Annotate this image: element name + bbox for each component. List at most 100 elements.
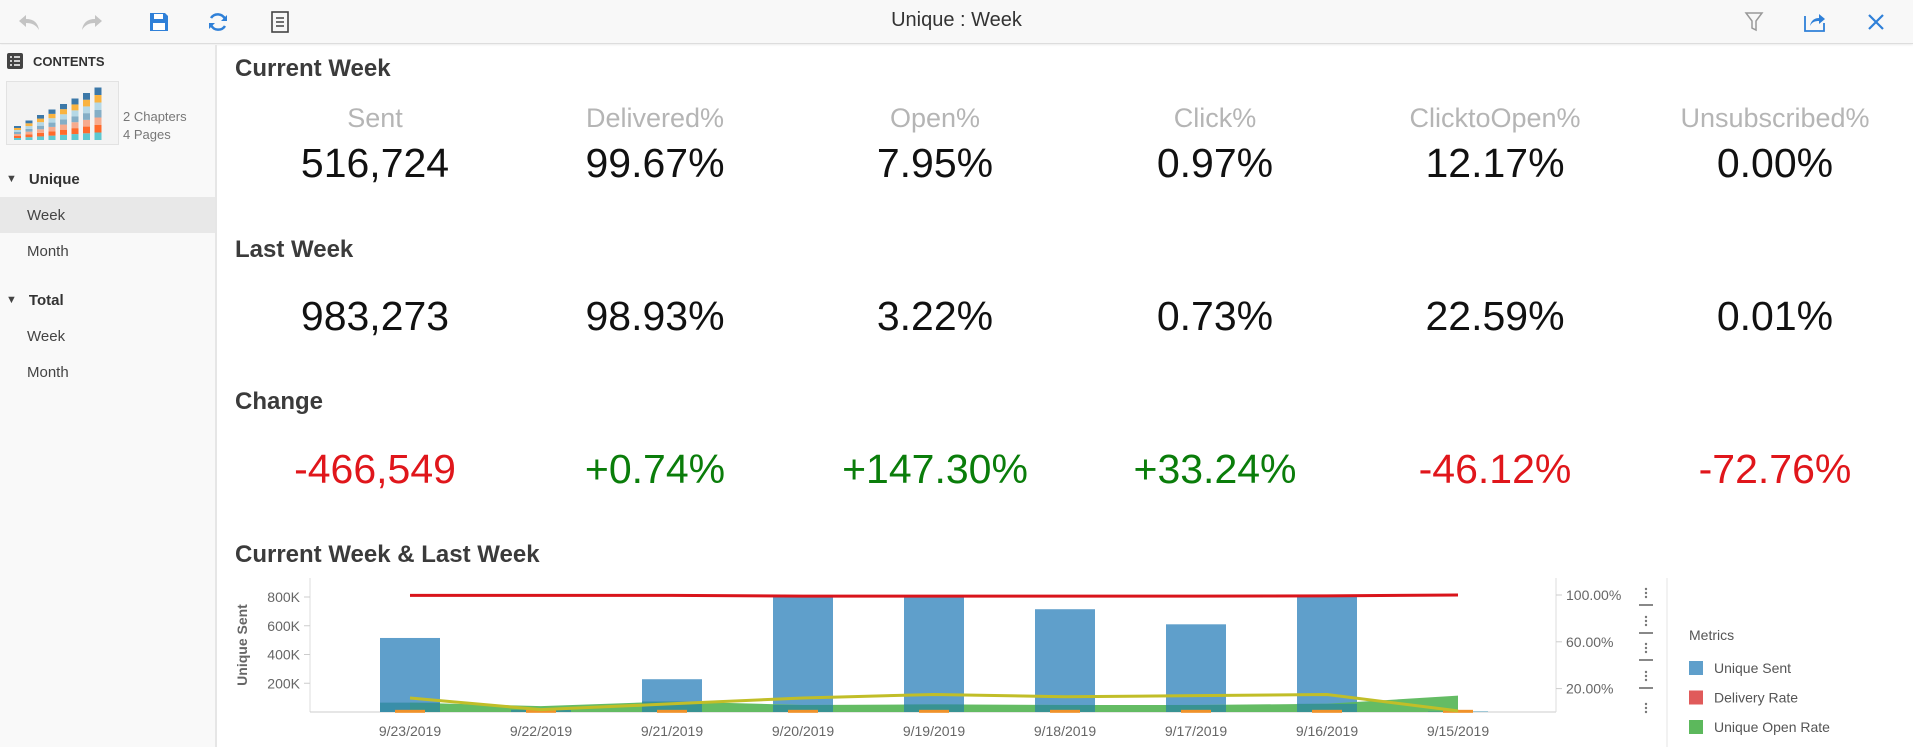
axis-scroll-handle-dot	[1644, 646, 1648, 650]
thumb-bar	[37, 125, 44, 130]
thumb-bar	[94, 132, 102, 140]
metric-label: Open%	[889, 103, 981, 133]
metric-label: Delivered%	[585, 103, 725, 133]
save-button[interactable]	[145, 8, 173, 36]
y2-tick-label: 100.00%	[1566, 587, 1621, 603]
undo-button[interactable]	[15, 8, 43, 36]
document-info: 2 Chapters 4 Pages	[123, 108, 187, 144]
thumb-bar	[94, 117, 102, 125]
thumb-bar	[25, 137, 33, 140]
combo-chart: 200K 400K 600K 800K 20.00% 60.00% 100.00% Uniqu…	[234, 578, 1830, 747]
legend-swatch	[1689, 720, 1703, 734]
axis-scroll-handle-dot	[1644, 623, 1648, 627]
metric-value: 99.67%	[585, 140, 725, 186]
y-tick-label: 200K	[267, 675, 300, 691]
metric-label: Sent	[347, 103, 403, 133]
metric-value: 983,273	[300, 293, 450, 339]
thumb-bar	[14, 130, 21, 132]
thumb-bar	[71, 134, 79, 140]
change-value: +33.24%	[1133, 446, 1297, 492]
last-week-title: Last Week	[235, 236, 354, 263]
thumb-bar	[60, 114, 67, 120]
page-total-week[interactable]: Week	[27, 327, 66, 345]
thumb-bar	[60, 124, 67, 130]
metric-label: Unsubscribed%	[1680, 103, 1870, 133]
page-total-month[interactable]: Month	[27, 363, 69, 381]
chapter-total[interactable]: ▼ Total	[0, 282, 215, 318]
thumb-bar	[25, 131, 33, 135]
legend-swatch	[1689, 661, 1703, 675]
legend-title: Metrics	[1689, 627, 1734, 643]
document-thumbnail[interactable]	[6, 81, 119, 145]
y-axis-title: Unique Sent	[234, 604, 250, 686]
thumb-bar	[83, 113, 90, 120]
filter-button[interactable]	[1740, 8, 1768, 36]
close-icon	[1868, 14, 1884, 30]
axis-scroll-handle-dot	[1644, 706, 1648, 710]
metric-label: ClicktoOpen%	[1409, 103, 1581, 133]
y2-tick-label: 60.00%	[1566, 634, 1613, 650]
toolbar: Unique : Week	[0, 0, 1913, 44]
bar-unique-sent	[1035, 609, 1095, 712]
metric-labels-row: Sent Delivered% Open% Click% ClicktoOpen…	[235, 103, 1913, 134]
legend-item: Delivery Rate	[1714, 690, 1798, 706]
thumb-bar	[71, 128, 79, 135]
page-unique-week[interactable]: Week	[0, 197, 215, 233]
x-tick-label: 9/15/2019	[1427, 723, 1489, 739]
change-title: Change	[235, 388, 324, 415]
thumb-bar	[14, 134, 21, 136]
bar-overlap	[1035, 704, 1095, 712]
refresh-icon	[209, 13, 227, 31]
axis-scroll-handle-dot	[1644, 670, 1648, 674]
thumb-bar	[71, 98, 79, 105]
collapse-triangle-icon: ▼	[6, 294, 17, 306]
metric-value: 22.59%	[1425, 293, 1565, 339]
thumb-bar	[83, 106, 90, 114]
bar-overlap	[773, 704, 833, 712]
refresh-button[interactable]	[204, 8, 232, 36]
y-tick-label: 800K	[267, 589, 300, 605]
metric-value: 516,724	[300, 140, 450, 186]
thumb-bar	[83, 126, 90, 134]
axis-scroll-handle-dot	[1644, 674, 1648, 678]
metric-value: 0.97%	[1156, 140, 1274, 186]
legend-item: Unique Open Rate	[1714, 719, 1830, 735]
x-tick-label: 9/19/2019	[903, 723, 965, 739]
legend-item: Unique Sent	[1714, 660, 1791, 676]
document-list-button[interactable]	[266, 8, 294, 36]
chapter-unique[interactable]: ▼ Unique	[0, 161, 215, 197]
contents-sidebar: CONTENTS 2 Chapters 4 Pages ▼ Unique Week…	[0, 45, 217, 747]
metric-value: 0.73%	[1156, 293, 1274, 339]
metric-label: Click%	[1173, 103, 1257, 133]
page-unique-month[interactable]: Month	[27, 242, 69, 260]
change-value: -46.12%	[1418, 446, 1572, 492]
bar-overlap	[380, 702, 440, 712]
axis-scroll-handle-dot	[1644, 587, 1648, 591]
y-tick-label: 400K	[267, 647, 300, 663]
bar-overlap	[642, 701, 702, 712]
marker-point	[395, 709, 425, 713]
thumb-bar	[25, 126, 33, 129]
bar-overlap	[1166, 704, 1226, 712]
thumb-bar	[37, 122, 44, 126]
thumb-bar	[83, 133, 90, 140]
thumb-bar	[48, 118, 56, 123]
export-button[interactable]	[1801, 8, 1829, 36]
marker-point	[919, 709, 949, 713]
document-list-icon	[271, 11, 289, 33]
axis-scroll-handle-dot	[1644, 642, 1648, 646]
thumb-bar	[94, 110, 102, 118]
close-button[interactable]	[1862, 8, 1890, 36]
thumb-bar	[48, 122, 56, 127]
current-week-values: 516,724 99.67% 7.95% 0.97% 12.17% 0.00%	[235, 140, 1913, 187]
redo-button[interactable]	[78, 8, 106, 36]
thumb-bar	[37, 118, 44, 123]
marker-point	[526, 709, 556, 713]
thumb-bar	[94, 87, 102, 95]
thumb-bar	[48, 131, 56, 136]
thumb-bar	[60, 119, 67, 125]
axis-scroll-handle-dot	[1644, 595, 1648, 599]
metric-value: 7.95%	[876, 140, 994, 186]
thumb-bar	[60, 104, 67, 110]
thumb-bar	[94, 125, 102, 133]
